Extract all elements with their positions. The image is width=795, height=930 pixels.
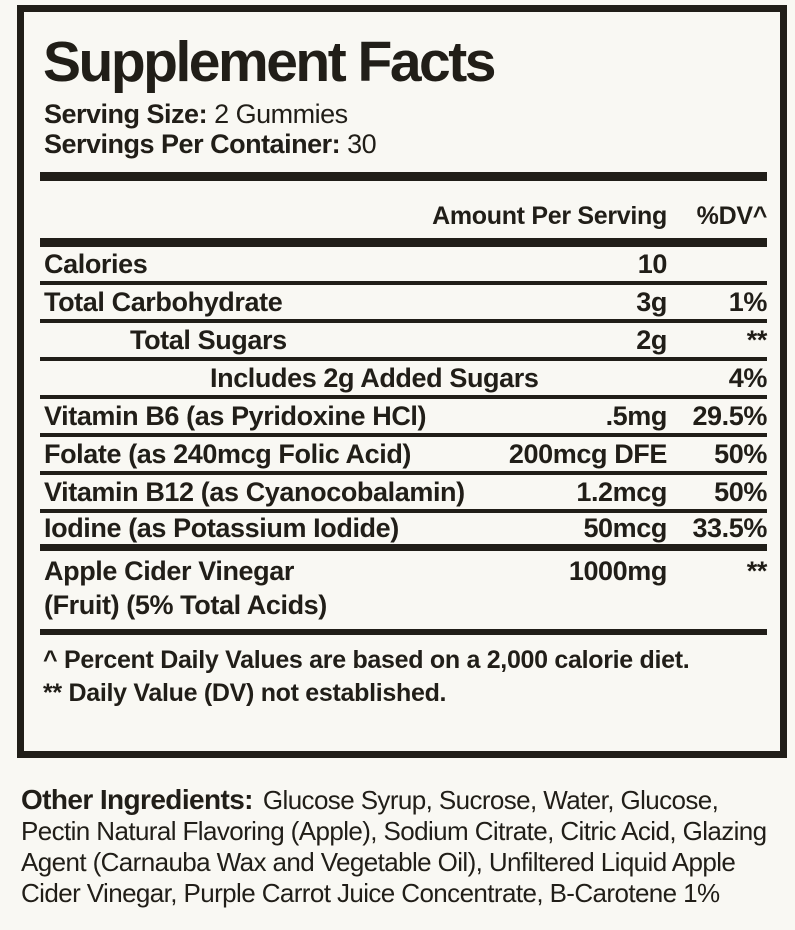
table-row-vitamin-b6: Vitamin B6 (as Pyridoxine HCl) .5mg 29.5… (40, 399, 767, 437)
divider-thick (40, 172, 767, 181)
serving-size-label: Serving Size: (44, 99, 208, 129)
nutrient-amount: 2g (636, 324, 667, 355)
table-row-apple-cider-vinegar: Apple Cider Vinegar 1000mg ** (Fruit) (5… (40, 551, 767, 635)
nutrient-dv: 29.5% (692, 400, 767, 431)
nutrient-dv: ** (746, 555, 768, 586)
nutrient-dv: 4% (728, 362, 768, 393)
nutrient-amount: 200mcg DFE (508, 438, 667, 469)
serving-size-value: 2 Gummies (214, 99, 348, 129)
nutrient-name: Includes 2g Added Sugars (210, 362, 539, 393)
nutrient-amount: 3g (636, 286, 667, 317)
serving-size-line: Serving Size: 2 Gummies (40, 99, 767, 129)
table-row-total-sugars: Total Sugars 2g ** (40, 323, 767, 361)
nutrient-name: Calories (44, 248, 148, 279)
nutrient-dv: 1% (728, 286, 768, 317)
nutrient-name: Folate (as 240mcg Folic Acid) (44, 438, 412, 469)
nutrient-name: Total Sugars (130, 324, 287, 355)
footnote-daily-values: ^ Percent Daily Values are based on a 2,… (43, 646, 690, 674)
nutrient-dv: ** (746, 324, 768, 355)
supplement-facts-panel: Supplement Facts Serving Size: 2 Gummies… (17, 5, 787, 758)
nutrient-name: Total Carbohydrate (44, 286, 283, 317)
panel-title: Supplement Facts (43, 30, 496, 94)
table-header-row: Amount Per Serving %DV^ (40, 181, 767, 238)
nutrient-amount: 1000mg (568, 555, 668, 586)
table-row-vitamin-b12: Vitamin B12 (as Cyanocobalamin) 1.2mcg 5… (40, 475, 767, 513)
nutrient-dv: 33.5% (692, 513, 767, 543)
table-row-iodine: Iodine (as Potassium Iodide) 50mcg 33.5% (40, 513, 767, 551)
nutrient-dv: 50% (714, 438, 767, 469)
nutrient-amount: 1.2mcg (576, 476, 667, 507)
divider-thick (40, 238, 767, 247)
table-row-total-carbohydrate: Total Carbohydrate 3g 1% (40, 285, 767, 323)
servings-per-container-label: Servings Per Container: (44, 129, 341, 159)
other-ingredients-paragraph: Other Ingredients: Glucose Syrup, Sucrose… (0, 784, 795, 909)
amount-per-serving-header: Amount Per Serving (432, 202, 667, 230)
nutrient-amount: 50mcg (583, 513, 667, 543)
servings-per-container-value: 30 (347, 129, 377, 159)
table-row-added-sugars: Includes 2g Added Sugars 4% (40, 361, 767, 399)
nutrient-dv: 50% (714, 476, 767, 507)
nutrient-amount: .5mg (605, 400, 668, 431)
footnote-dv-not-established: ** Daily Value (DV) not established. (43, 679, 447, 707)
percent-dv-header: %DV^ (696, 202, 768, 230)
nutrient-name: Vitamin B12 (as Cyanocobalamin) (44, 476, 465, 507)
nutrient-name: Iodine (as Potassium Iodide) (44, 513, 399, 543)
footnotes: ^ Percent Daily Values are based on a 2,… (40, 635, 767, 710)
other-ingredients-label: Other Ingredients: (21, 784, 253, 815)
table-row-calories: Calories 10 (40, 247, 767, 285)
nutrient-name-line2: (Fruit) (5% Total Acids) (44, 589, 327, 620)
servings-per-container-line: Servings Per Container: 30 (40, 129, 767, 159)
other-ingredients-text: Glucose Syrup, Sucrose, Water, Glucose, … (21, 785, 767, 908)
nutrient-amount: 10 (637, 248, 668, 279)
nutrient-name: Vitamin B6 (as Pyridoxine HCl) (44, 400, 427, 431)
table-row-folate: Folate (as 240mcg Folic Acid) 200mcg DFE… (40, 437, 767, 475)
nutrient-name: Apple Cider Vinegar (44, 555, 294, 586)
